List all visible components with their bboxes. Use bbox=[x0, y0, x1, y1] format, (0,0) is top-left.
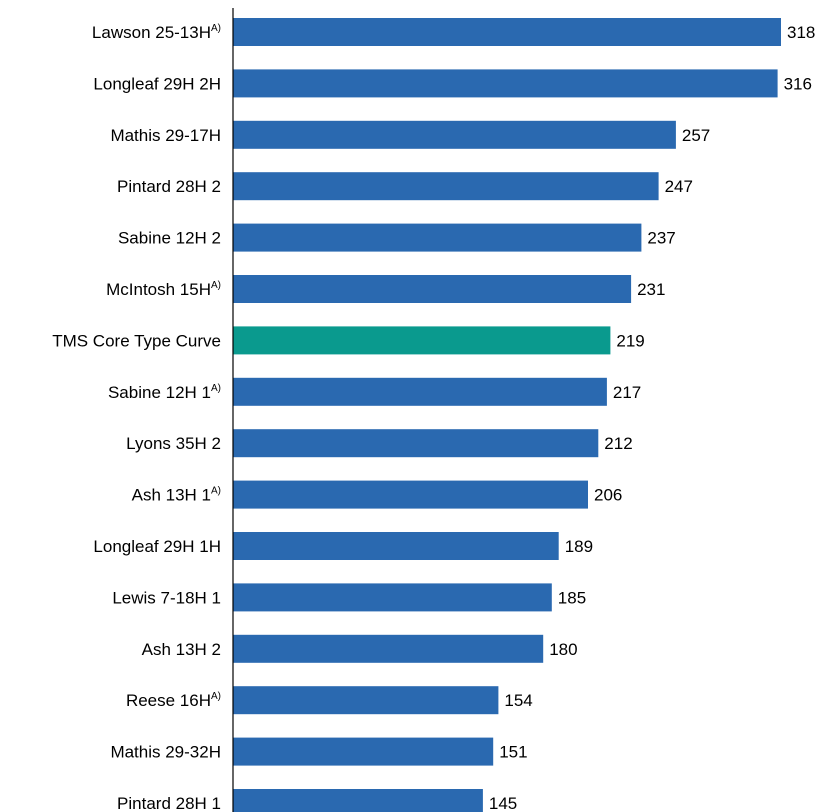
value-label: 212 bbox=[604, 434, 632, 453]
value-label: 247 bbox=[665, 177, 693, 196]
category-label: Longleaf 29H 2H bbox=[93, 74, 221, 93]
category-labels: Lawson 25-13HA) Longleaf 29H 2H Mathis 29-… bbox=[52, 23, 221, 812]
value-label: 180 bbox=[549, 640, 577, 659]
category-label: Pintard 28H 1 bbox=[117, 794, 221, 812]
category-label: Ash 13H 2 bbox=[142, 640, 221, 659]
bar-4 bbox=[233, 172, 659, 201]
value-label: 219 bbox=[616, 331, 644, 350]
category-label: Pintard 28H 2 bbox=[117, 177, 221, 196]
value-label: 154 bbox=[504, 691, 532, 710]
value-label: 217 bbox=[613, 383, 641, 402]
value-label: 185 bbox=[558, 588, 586, 607]
bar-9 bbox=[233, 429, 599, 458]
bar-13 bbox=[233, 634, 544, 663]
bars-group bbox=[233, 18, 781, 812]
bar-2 bbox=[233, 69, 778, 98]
value-label: 231 bbox=[637, 280, 665, 299]
value-label: 145 bbox=[489, 794, 517, 812]
category-label: McIntosh 15HA) bbox=[106, 280, 221, 299]
bar-7 bbox=[233, 326, 611, 355]
value-label: 151 bbox=[499, 743, 527, 762]
category-label: Lawson 25-13HA) bbox=[92, 23, 221, 42]
bar-15 bbox=[233, 737, 494, 766]
category-label: Sabine 12H 2 bbox=[118, 229, 221, 248]
value-label: 206 bbox=[594, 486, 622, 505]
bar-14 bbox=[233, 686, 499, 715]
bar-10 bbox=[233, 480, 588, 509]
bar-8 bbox=[233, 377, 607, 406]
category-label: Lyons 35H 2 bbox=[126, 434, 221, 453]
bar-6 bbox=[233, 275, 632, 303]
bar-3 bbox=[233, 120, 676, 149]
value-label: 316 bbox=[784, 74, 812, 93]
value-label: 257 bbox=[682, 126, 710, 145]
bar-12 bbox=[233, 583, 552, 612]
category-label: TMS Core Type Curve bbox=[52, 331, 221, 350]
value-label: 237 bbox=[647, 229, 675, 248]
category-label: Sabine 12H 1A) bbox=[108, 383, 221, 402]
category-label: Longleaf 29H 1H bbox=[93, 537, 221, 556]
bar-16 bbox=[233, 789, 483, 812]
category-label: Mathis 29-17H bbox=[110, 126, 221, 145]
category-label: Mathis 29-32H bbox=[110, 743, 221, 762]
category-label: Ash 13H 1A) bbox=[132, 486, 221, 505]
category-label: Lewis 7-18H 1 bbox=[112, 588, 221, 607]
bar-1 bbox=[233, 18, 781, 46]
bar-11 bbox=[233, 532, 559, 560]
value-label: 318 bbox=[787, 23, 815, 42]
value-label: 189 bbox=[565, 537, 593, 556]
category-label: Reese 16HA) bbox=[126, 691, 221, 710]
value-labels: 318 316 257 247 237 231 219 217 212 206 189 185 180 1… bbox=[489, 23, 815, 812]
bar-5 bbox=[233, 223, 642, 252]
